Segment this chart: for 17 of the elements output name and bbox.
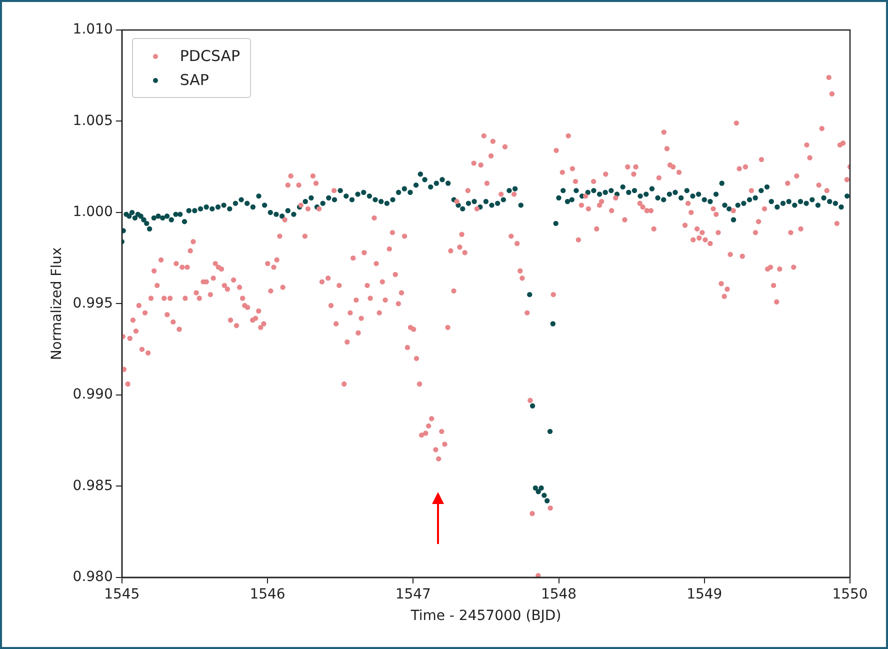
- y-tick-label: 1.005: [72, 112, 113, 129]
- y-tick-label: 0.990: [72, 386, 113, 403]
- legend-label: PDCSAP: [180, 47, 240, 65]
- x-axis-title: Time - 2457000 (BJD): [410, 608, 562, 624]
- y-axis-title: Normalized Flux: [49, 247, 66, 360]
- y-tick-label: 0.980: [72, 569, 113, 586]
- x-tick-label: 1547: [395, 586, 431, 602]
- y-tick-label: 1.010: [72, 22, 113, 38]
- y-tick-label: 0.985: [72, 478, 113, 494]
- legend-label: SAP: [180, 71, 209, 89]
- x-tick-label: 1545: [104, 586, 140, 602]
- y-tick-label: 0.995: [72, 295, 113, 312]
- x-tick-label: 1550: [832, 586, 868, 602]
- x-tick-label: 1548: [540, 586, 577, 602]
- x-tick-label: 1546: [250, 586, 286, 602]
- x-tick-label: 1549: [686, 586, 722, 602]
- y-tick-label: 1.000: [72, 204, 113, 220]
